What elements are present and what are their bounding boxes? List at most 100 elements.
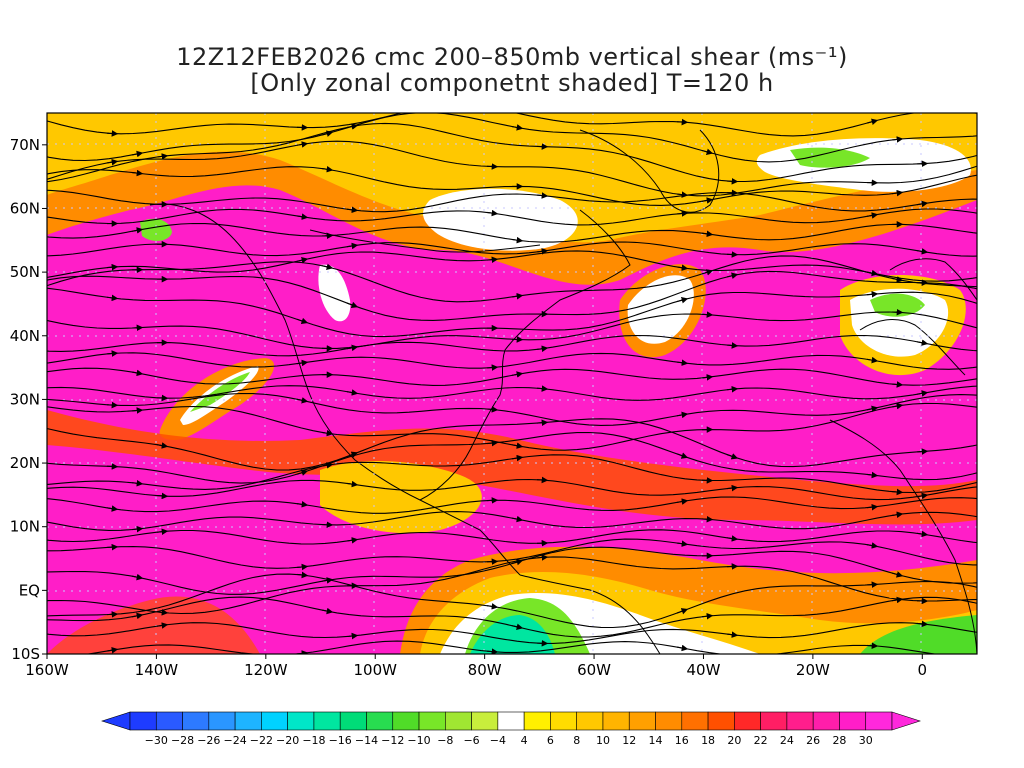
streamline-arrow bbox=[511, 623, 524, 630]
colorbar-box bbox=[760, 711, 788, 731]
colorbar-box bbox=[182, 711, 210, 731]
streamline-arrow bbox=[891, 571, 904, 578]
streamline-arrow bbox=[891, 402, 904, 410]
shading-mexico-yellow bbox=[320, 460, 482, 534]
streamline-arrow bbox=[131, 169, 144, 177]
streamline bbox=[47, 122, 977, 183]
streamline-arrow bbox=[891, 596, 904, 604]
title-line-2: [Only zonal componetnt shaded] T=120 h bbox=[250, 69, 774, 97]
streamline-arrow bbox=[346, 480, 359, 488]
streamline-arrow bbox=[891, 276, 904, 283]
streamline-arrow bbox=[701, 148, 714, 155]
streamline-arrow bbox=[156, 442, 169, 449]
streamline-arrow bbox=[321, 263, 334, 271]
colorbar-box bbox=[234, 711, 262, 731]
streamline-arrow bbox=[131, 479, 144, 487]
streamline-arrow bbox=[676, 452, 689, 459]
streamline-arrow bbox=[131, 407, 144, 414]
streamline-arrow bbox=[346, 344, 359, 352]
graticule bbox=[47, 113, 977, 654]
colorbar-box bbox=[287, 711, 315, 731]
colorbar-label: −28 bbox=[171, 734, 194, 747]
streamline-arrow bbox=[296, 397, 309, 404]
colorbar-box bbox=[339, 711, 367, 731]
streamline-arrow bbox=[866, 356, 879, 364]
colorbar-label: −8 bbox=[437, 734, 453, 747]
shading-pacific-green bbox=[190, 372, 250, 412]
colorbar-box bbox=[523, 711, 551, 731]
map-field bbox=[47, 113, 977, 654]
longitude-axis: 160W 140W 120W 100W 80W 60W 40W 20W 0 bbox=[25, 654, 927, 679]
streamline bbox=[47, 529, 977, 545]
streamline bbox=[47, 573, 977, 629]
streamline-arrow bbox=[486, 648, 499, 654]
streamline-arrow bbox=[916, 339, 929, 346]
streamline-arrow bbox=[676, 608, 689, 615]
streamline bbox=[47, 402, 977, 451]
streamline-arrow bbox=[726, 342, 739, 349]
colorbar-box bbox=[261, 711, 288, 731]
streamline-arrow bbox=[536, 192, 549, 199]
streamline-arrow bbox=[866, 118, 879, 125]
streamline bbox=[47, 255, 977, 303]
streamline bbox=[47, 385, 977, 401]
colorbar-box bbox=[208, 711, 236, 731]
streamline-arrow bbox=[891, 488, 904, 496]
streamline-arrow bbox=[726, 484, 739, 492]
streamline-arrow bbox=[916, 448, 929, 455]
lat-tick-label: 30N bbox=[10, 390, 40, 408]
lon-tick-label: 60W bbox=[577, 661, 611, 679]
streamline-arrow bbox=[486, 256, 499, 264]
streamline-arrow bbox=[511, 442, 524, 449]
streamline-arrow bbox=[486, 603, 499, 610]
lon-tick-label: 140W bbox=[135, 661, 179, 679]
streamline-arrow bbox=[536, 554, 549, 561]
colorbar-box bbox=[418, 711, 446, 731]
streamline-arrow bbox=[296, 213, 309, 220]
streamline bbox=[47, 367, 977, 386]
colorbar-label: −24 bbox=[223, 734, 246, 747]
colorbar-label: −12 bbox=[381, 734, 404, 747]
lat-tick-label: 70N bbox=[10, 136, 40, 154]
streamline bbox=[47, 270, 977, 321]
streamline-arrow bbox=[676, 210, 689, 217]
streamline-arrow bbox=[346, 537, 359, 544]
streamline bbox=[47, 546, 977, 595]
streamline-arrow bbox=[916, 492, 929, 500]
streamline-arrow bbox=[106, 294, 119, 302]
streamline-arrow bbox=[916, 530, 929, 538]
streamline-arrow bbox=[486, 209, 499, 217]
streamline-arrow bbox=[726, 385, 739, 393]
streamline bbox=[47, 250, 977, 282]
streamline-arrow bbox=[676, 644, 689, 652]
colorbar-label: −4 bbox=[490, 734, 506, 747]
streamline-arrow bbox=[866, 212, 879, 219]
streamline-arrow bbox=[701, 515, 714, 523]
colorbar-label: 6 bbox=[547, 734, 554, 747]
streamline-arrow bbox=[676, 297, 689, 304]
colorbar-label: −14 bbox=[355, 734, 378, 747]
colorbar-box bbox=[366, 711, 394, 731]
streamline bbox=[47, 166, 977, 206]
lat-tick-label: 10N bbox=[10, 518, 40, 536]
colorbar-label: −18 bbox=[302, 734, 325, 747]
colorbar-label: 14 bbox=[649, 734, 663, 747]
streamline-arrow bbox=[296, 256, 309, 264]
colorbar-box bbox=[839, 711, 867, 731]
lon-tick-label: 0 bbox=[918, 661, 928, 679]
lat-tick-label: 40N bbox=[10, 327, 40, 345]
shading-green-gulf bbox=[140, 218, 172, 241]
shading-sw-orange bbox=[47, 596, 260, 654]
colorbar-label: 20 bbox=[727, 734, 741, 747]
streamline-arrow bbox=[321, 165, 334, 173]
streamline-arrow bbox=[701, 311, 714, 318]
streamline-arrow bbox=[511, 454, 524, 462]
colorbar-label: −20 bbox=[276, 734, 299, 747]
streamline-arrow bbox=[866, 471, 879, 479]
streamline bbox=[47, 418, 977, 471]
colorbar-box bbox=[865, 711, 893, 731]
streamline bbox=[47, 334, 977, 357]
latitude-axis: 70N 60N 50N 40N 30N 20N 10N EQ 10S bbox=[10, 136, 47, 663]
streamline-arrow bbox=[321, 130, 334, 137]
shading-plains-weak bbox=[318, 264, 351, 322]
